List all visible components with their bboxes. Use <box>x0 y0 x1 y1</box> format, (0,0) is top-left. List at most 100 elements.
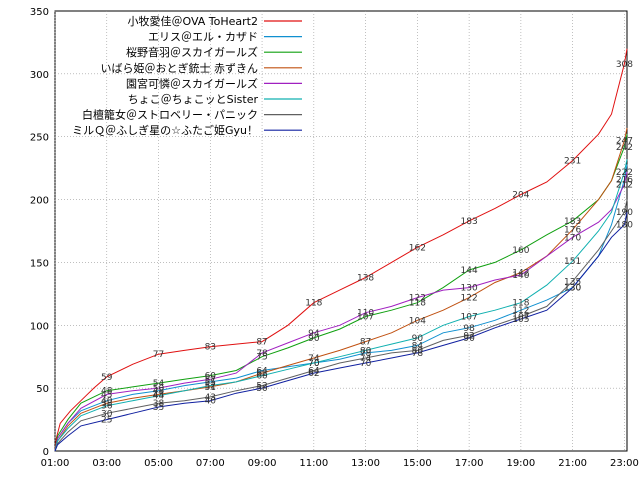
data-label: 118 <box>409 299 426 309</box>
series-line <box>54 199 628 452</box>
data-label: 50 <box>256 384 268 394</box>
legend-label: ちょこ＠ちょこッとSister <box>128 93 259 106</box>
data-label: 90 <box>412 334 424 344</box>
data-label: 25 <box>101 416 112 426</box>
y-tick-label: 250 <box>30 133 49 144</box>
data-label: 74 <box>360 354 372 364</box>
data-label: 104 <box>409 316 426 326</box>
x-tick-label: 23:00 <box>610 458 639 469</box>
legend-label: 園宮可憐＠スカイガールズ <box>126 76 258 90</box>
data-label: 80 <box>360 346 372 356</box>
data-label: 60 <box>256 372 268 382</box>
data-label: 112 <box>512 306 529 316</box>
data-label: 62 <box>308 369 319 379</box>
y-tick-label: 50 <box>36 384 49 395</box>
data-label: 87 <box>256 338 267 348</box>
legend-label: エリス＠エル・カザド <box>148 31 258 44</box>
data-label: 70 <box>308 359 320 369</box>
data-label: 135 <box>564 277 581 287</box>
data-label: 247 <box>616 136 633 146</box>
x-tick-label: 03:00 <box>92 458 121 469</box>
y-tick-label: 150 <box>30 258 49 269</box>
data-label: 48 <box>153 387 165 397</box>
data-label: 83 <box>205 343 216 353</box>
data-label: 52 <box>256 382 267 392</box>
data-label: 118 <box>305 299 322 309</box>
data-label: 130 <box>564 284 581 294</box>
data-label: 138 <box>357 274 374 284</box>
series-line <box>54 127 628 452</box>
data-label: 52 <box>205 382 216 392</box>
y-axis-ticks: 0 50 100 150 200 250 300 350 <box>30 7 49 458</box>
data-label: 105 <box>512 315 529 325</box>
data-label: 84 <box>412 341 424 351</box>
data-label: 78 <box>360 349 372 359</box>
data-label: 94 <box>308 329 320 339</box>
data-label: 44 <box>153 392 165 402</box>
data-label: 130 <box>461 284 478 294</box>
plot-frame <box>54 10 628 452</box>
data-label: 78 <box>256 349 268 359</box>
data-label: 308 <box>616 60 633 70</box>
data-label: 60 <box>205 372 217 382</box>
x-tick-label: 17:00 <box>455 458 484 469</box>
data-label: 122 <box>461 294 478 304</box>
data-label: 64 <box>256 367 268 377</box>
data-label: 92 <box>463 331 474 341</box>
data-label: 78 <box>412 349 424 359</box>
legend-label: いばら姫＠おとぎ銃士 赤ずきん <box>101 61 259 75</box>
y-tick-label: 0 <box>43 447 49 458</box>
x-tick-label: 15:00 <box>403 458 432 469</box>
x-tick-label: 01:00 <box>41 458 70 469</box>
data-label: 110 <box>357 309 374 319</box>
data-label: 75 <box>256 353 267 363</box>
grid <box>54 11 627 451</box>
data-label: 62 <box>256 369 267 379</box>
data-label: 183 <box>564 217 581 227</box>
data-label: 242 <box>616 143 633 153</box>
legend-label: 桜野音羽＠スカイガールズ <box>126 45 258 59</box>
data-label: 30 <box>101 409 113 419</box>
data-label: 122 <box>409 294 426 304</box>
x-axis-ticks: 01:00 03:00 05:00 07:00 09:00 11:00 13:00 15:00… <box>41 458 639 469</box>
legend-label: 小牧愛佳＠OVA ToHeart2 <box>127 14 258 28</box>
data-label: 90 <box>308 334 320 344</box>
data-label: 55 <box>205 378 216 388</box>
data-label: 140 <box>512 271 529 281</box>
data-label: 48 <box>101 387 113 397</box>
data-label: 38 <box>153 399 165 409</box>
data-label: 170 <box>564 233 581 243</box>
data-labels: 5977838711813816218320423130840485564707… <box>101 60 633 426</box>
data-label: 43 <box>205 393 216 403</box>
x-tick-label: 13:00 <box>351 458 380 469</box>
data-label: 51 <box>205 383 216 393</box>
data-label: 40 <box>101 397 113 407</box>
data-label: 130 <box>564 284 581 294</box>
data-label: 107 <box>461 312 478 322</box>
data-label: 90 <box>463 334 475 344</box>
y-tick-label: 200 <box>30 196 49 207</box>
legend: 小牧愛佳＠OVA ToHeart2 エリス＠エル・カザド桜野音羽＠スカイガールズい… <box>72 14 302 137</box>
data-label: 144 <box>461 266 478 276</box>
data-label: 176 <box>564 226 581 236</box>
x-tick-label: 07:00 <box>196 458 225 469</box>
data-label: 77 <box>153 350 164 360</box>
data-label: 222 <box>616 168 633 178</box>
series-line <box>54 159 628 452</box>
data-label: 190 <box>616 208 633 218</box>
data-label: 98 <box>463 324 475 334</box>
series-line <box>54 164 628 452</box>
x-tick-label: 21:00 <box>558 458 587 469</box>
data-label: 212 <box>616 180 633 190</box>
data-label: 107 <box>512 312 529 322</box>
data-label: 59 <box>101 373 113 383</box>
series-line <box>54 171 628 452</box>
data-label: 45 <box>153 390 164 400</box>
x-tick-label: 05:00 <box>144 458 173 469</box>
x-tick-label: 09:00 <box>248 458 277 469</box>
y-tick-label: 350 <box>30 7 49 18</box>
data-label: 204 <box>512 191 529 201</box>
data-label: 160 <box>512 246 529 256</box>
y-tick-label: 100 <box>30 321 49 332</box>
